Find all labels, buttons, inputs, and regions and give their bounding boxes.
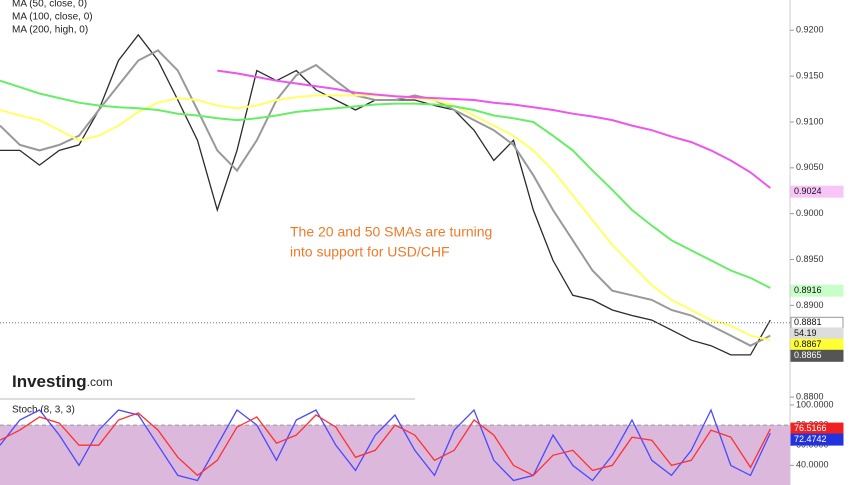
price-marker-label: 76.5166 — [794, 423, 827, 433]
legend-entry: MA (100, close, 0) — [12, 12, 93, 23]
y-tick-label: 0.9100 — [796, 116, 824, 126]
price-marker — [790, 284, 844, 297]
price-marker — [790, 349, 844, 362]
y-tick-label: 0.9050 — [796, 162, 824, 172]
series-line — [0, 49, 771, 347]
legend-entry: MA (50, close, 0) — [12, 0, 87, 10]
logo-suffix: .com — [87, 375, 113, 389]
legend-entry: MA (200, high, 0) — [12, 25, 88, 36]
y-tick-label: 0.9150 — [796, 70, 824, 80]
annotation: The 20 and 50 SMAs are turning — [290, 224, 492, 240]
y-tick-label: 0.9000 — [796, 208, 824, 218]
y-tick-label: 40.0000 — [796, 460, 829, 470]
series-line — [0, 408, 771, 482]
panel-title: Stoch (8, 3, 3) — [12, 405, 75, 416]
price-marker-label: 0.9024 — [794, 186, 822, 196]
series-line — [0, 412, 771, 477]
band — [0, 425, 790, 485]
series-line — [0, 79, 771, 289]
series-line — [217, 69, 771, 189]
y-tick-label: 0.8900 — [796, 300, 824, 310]
price-marker — [790, 185, 844, 198]
price-marker-label: 72.4742 — [794, 434, 827, 444]
y-tick-label: 0.8950 — [796, 254, 824, 264]
series-line — [0, 33, 771, 356]
price-marker-label: 0.8865 — [794, 350, 822, 360]
price-marker-label: 0.8867 — [794, 339, 822, 349]
price-marker — [790, 433, 844, 446]
price-marker-label: 0.8916 — [794, 285, 822, 295]
y-tick-label: 0.8800 — [796, 391, 824, 401]
price-marker-label: 0.8881 — [794, 317, 822, 327]
annotation: into support for USD/CHF — [290, 244, 450, 260]
logo: Investing.com — [12, 372, 113, 391]
y-tick-label: 100.0000 — [796, 399, 834, 409]
logo-text: Investing — [12, 372, 87, 391]
price-marker-label: 54.19 — [794, 328, 817, 338]
y-tick-label: 0.9200 — [796, 25, 824, 35]
